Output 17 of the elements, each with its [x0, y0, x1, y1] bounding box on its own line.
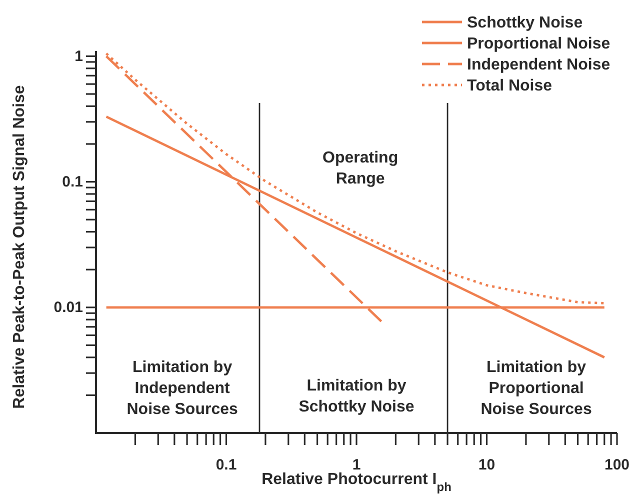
annotation: Limitation by Independent Noise Sources [126, 359, 238, 418]
x-tick-label: 100 [604, 456, 630, 474]
x-tick-label: 0.1 [216, 456, 237, 474]
x-axis-title: Relative Photocurrent I$_{ph}$ [262, 471, 452, 494]
annotation: Operating Range [322, 150, 398, 188]
x-tick-label: 10 [478, 456, 496, 474]
y-axis-title: Relative Peak-to-Peak Output Signal Noise [11, 85, 28, 409]
y-tick-label: 1 [74, 48, 83, 65]
y-tick-label: 0.1 [62, 174, 83, 191]
y-tick-label: 0.01 [54, 299, 83, 316]
annotation: Limitation by Proportional Noise Sources [480, 359, 592, 418]
legend-label: Schottky Noise [467, 14, 583, 32]
legend-label: Proportional Noise [467, 36, 610, 53]
x-tick-label: 1 [352, 456, 361, 474]
legend-label: Total Noise [467, 78, 552, 95]
annotation: Limitation by Schottky Noise [298, 377, 414, 416]
legend-label: Independent Noise [467, 56, 610, 74]
